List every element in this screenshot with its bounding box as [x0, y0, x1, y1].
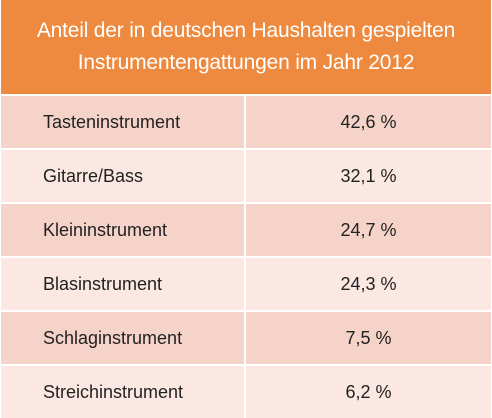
row-value: 24,3 %	[246, 258, 491, 310]
row-label: Kleininstrument	[1, 204, 244, 256]
row-label: Streichinstrument	[1, 366, 244, 418]
row-label: Blasinstrument	[1, 258, 244, 310]
row-value: 6,2 %	[246, 366, 491, 418]
table-row: Kleininstrument 24,7 %	[1, 204, 491, 256]
table-title: Anteil der in deutschen Haushalten gespi…	[37, 15, 455, 79]
table-row: Streichinstrument 6,2 %	[1, 366, 491, 418]
table-title-line-2: Instrumentengattungen im Jahr 2012	[77, 51, 415, 74]
table-body: Tasteninstrument 42,6 % Gitarre/Bass 32,…	[1, 96, 491, 418]
row-value: 42,6 %	[246, 96, 491, 148]
row-label: Tasteninstrument	[1, 96, 244, 148]
table-title-line-1: Anteil der in deutschen Haushalten gespi…	[36, 19, 456, 42]
row-label: Schlaginstrument	[1, 312, 244, 364]
table-row: Tasteninstrument 42,6 %	[1, 96, 491, 148]
table-row: Schlaginstrument 7,5 %	[1, 312, 491, 364]
table-header: Anteil der in deutschen Haushalten gespi…	[1, 0, 491, 94]
row-value: 24,7 %	[246, 204, 491, 256]
row-value: 32,1 %	[246, 150, 491, 202]
table-row: Gitarre/Bass 32,1 %	[1, 150, 491, 202]
table-row: Blasinstrument 24,3 %	[1, 258, 491, 310]
row-label: Gitarre/Bass	[1, 150, 244, 202]
row-value: 7,5 %	[246, 312, 491, 364]
